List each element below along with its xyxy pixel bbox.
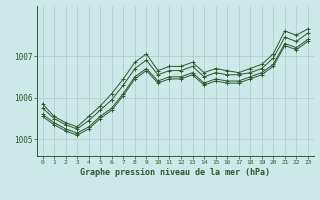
X-axis label: Graphe pression niveau de la mer (hPa): Graphe pression niveau de la mer (hPa): [80, 168, 270, 177]
